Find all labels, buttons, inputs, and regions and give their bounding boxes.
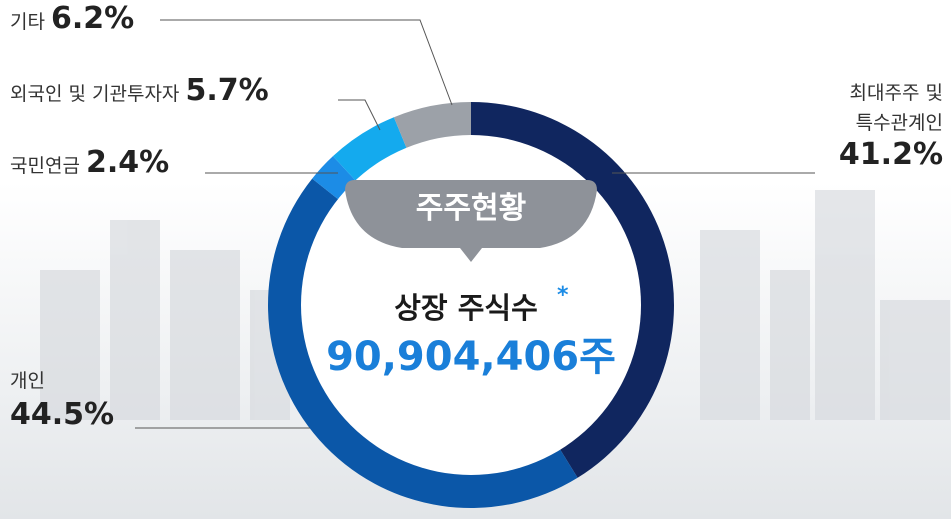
label: 기타 6.2%	[10, 4, 134, 37]
donut-segment	[471, 102, 674, 478]
value-label: 41.2%	[838, 137, 943, 172]
category-label: 외국인 및 기관투자자	[10, 83, 180, 105]
value-label: 44.5%	[10, 397, 115, 432]
center-mark: *	[557, 283, 569, 308]
donut-segment	[332, 117, 408, 182]
center-value: 90,904,406주	[326, 334, 616, 380]
category-label: 최대주주 및 특수관계인	[849, 82, 943, 134]
center-label: 상장 주식수	[394, 291, 538, 325]
leader-line	[338, 99, 381, 131]
donut-segment	[267, 178, 578, 509]
value-label: 5.7%	[185, 73, 269, 108]
value-label: 2.4%	[85, 145, 170, 180]
label: 최대주주 및 특수관계인 41.2%	[803, 78, 943, 170]
value-label: 6.2%	[51, 1, 135, 36]
label: 국민연금 2.4%	[10, 148, 169, 181]
category-label: 개인	[10, 370, 45, 392]
badge	[345, 180, 597, 262]
label: 개인 44.5%	[10, 366, 114, 430]
label: 외국인 및 기관투자자 5.7%	[10, 76, 269, 109]
category-label: 국민연금	[10, 155, 80, 177]
category-label: 기타	[10, 11, 45, 33]
leader-line	[160, 19, 453, 106]
badge-text: 주주현황	[416, 191, 526, 226]
